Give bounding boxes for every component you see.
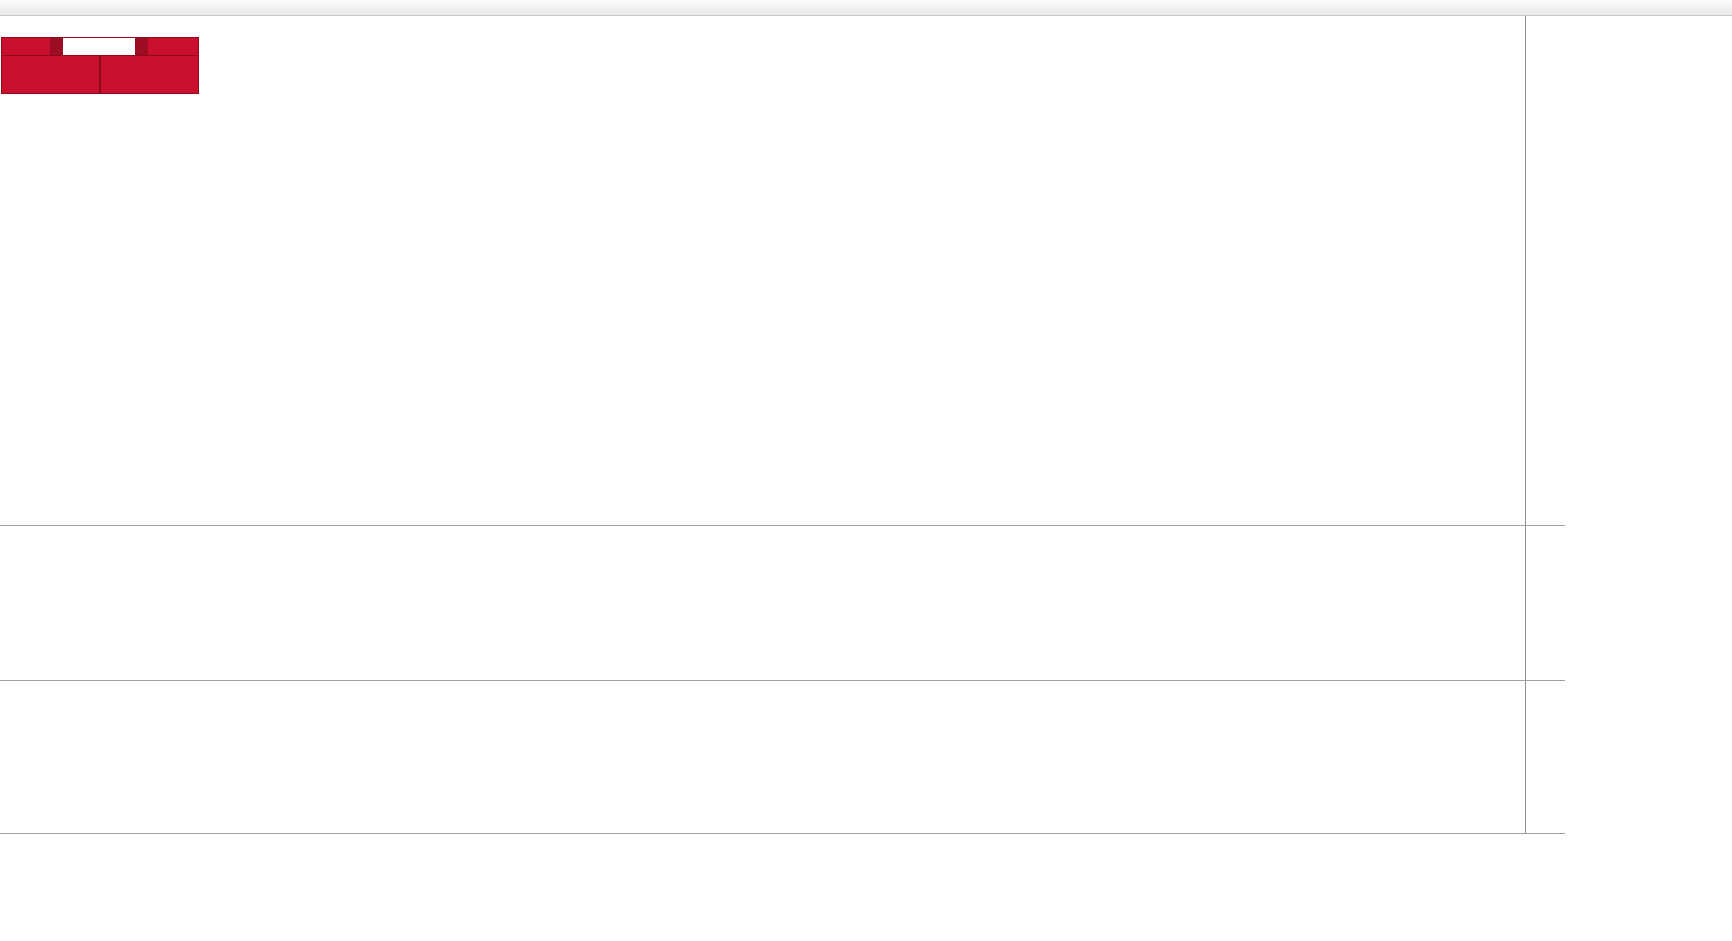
time-axis-splitter[interactable] [0, 833, 1565, 834]
trade-controls-row [2, 38, 198, 55]
buy-price-button[interactable] [101, 56, 198, 93]
rsi-header [4, 683, 8, 693]
chart-window [0, 16, 1565, 941]
sell-price-button[interactable] [2, 56, 99, 93]
time-axis[interactable] [0, 834, 1525, 851]
buy-button[interactable] [148, 38, 198, 55]
toolbar [0, 0, 1732, 16]
rsi-panel-splitter[interactable] [0, 680, 1565, 681]
macd-panel-splitter[interactable] [0, 525, 1565, 526]
sell-dropdown-icon[interactable] [50, 38, 63, 55]
macd-header [4, 528, 12, 538]
price-axis[interactable] [1525, 16, 1565, 834]
trade-prices-row [2, 56, 198, 93]
volume-input[interactable] [63, 38, 135, 55]
symbol-ohlc-line [5, 20, 22, 31]
price-chart-canvas[interactable] [0, 16, 1525, 833]
one-click-trading-panel [1, 37, 199, 94]
sell-button[interactable] [2, 38, 50, 55]
buy-dropdown-icon[interactable] [135, 38, 148, 55]
